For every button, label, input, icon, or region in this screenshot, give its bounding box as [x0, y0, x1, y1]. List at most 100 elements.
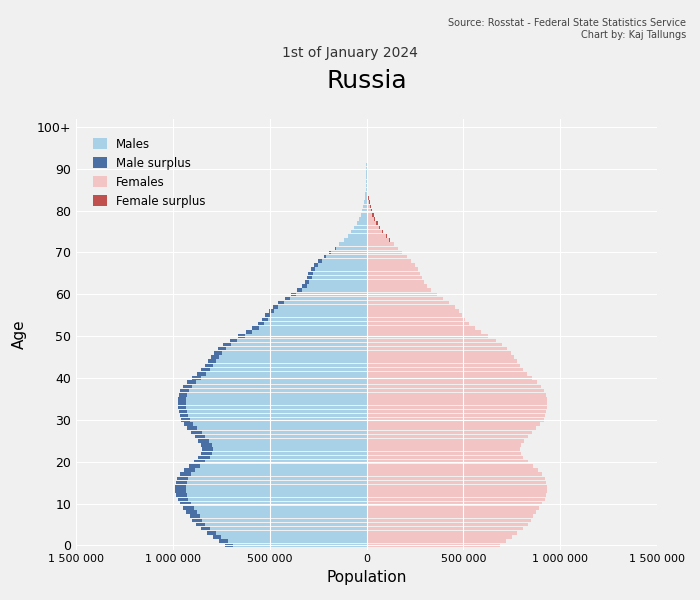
Bar	[212, 452, 367, 455]
Bar	[367, 209, 371, 212]
Bar	[226, 347, 367, 350]
Bar	[367, 317, 466, 321]
Text: Source: Rosstat - Federal State Statistics Service
Chart by: Kaj Tallungs: Source: Rosstat - Federal State Statisti…	[448, 18, 686, 40]
Bar	[367, 330, 481, 334]
Bar	[206, 523, 367, 526]
Bar	[211, 355, 218, 359]
Bar	[367, 247, 398, 250]
Bar	[313, 272, 367, 275]
Bar	[367, 497, 545, 501]
Bar	[367, 313, 462, 317]
Bar	[309, 272, 313, 275]
Bar	[367, 301, 449, 304]
Bar	[329, 251, 331, 254]
Bar	[233, 544, 367, 547]
Bar	[206, 531, 216, 535]
Bar	[344, 238, 367, 242]
Bar	[367, 338, 496, 342]
Bar	[187, 493, 367, 497]
Bar	[201, 527, 211, 530]
Bar	[311, 268, 315, 271]
Bar	[228, 539, 367, 543]
Bar	[197, 372, 206, 376]
Bar	[273, 305, 279, 308]
Bar	[187, 481, 367, 484]
Bar	[230, 338, 237, 342]
Bar	[194, 460, 206, 463]
Bar	[198, 439, 209, 443]
Bar	[186, 397, 367, 401]
Bar	[208, 359, 216, 363]
Bar	[201, 452, 212, 455]
Y-axis label: Age: Age	[12, 319, 27, 349]
Bar	[188, 476, 367, 480]
Text: 1st of January 2024: 1st of January 2024	[282, 46, 418, 60]
Bar	[367, 472, 542, 476]
Bar	[367, 535, 512, 539]
Bar	[367, 293, 437, 296]
Bar	[197, 510, 367, 514]
Bar	[184, 422, 193, 426]
Bar	[367, 188, 368, 191]
Bar	[176, 481, 187, 484]
Bar	[367, 309, 459, 313]
Bar	[367, 230, 382, 233]
Bar	[213, 364, 367, 367]
Bar	[196, 523, 206, 526]
Bar	[298, 289, 302, 292]
Bar	[252, 326, 258, 329]
Bar	[190, 502, 367, 505]
Bar	[367, 385, 541, 388]
Bar	[348, 234, 367, 238]
Bar	[367, 502, 542, 505]
Bar	[367, 514, 533, 518]
Bar	[367, 527, 523, 530]
Bar	[297, 293, 367, 296]
Bar	[246, 330, 252, 334]
Bar	[206, 372, 367, 376]
Bar	[367, 414, 545, 418]
Bar	[290, 297, 367, 300]
Bar	[193, 422, 367, 426]
Bar	[367, 397, 547, 401]
Bar	[367, 506, 539, 509]
Bar	[359, 217, 367, 221]
Bar	[175, 485, 186, 488]
Bar	[367, 485, 547, 488]
Bar	[178, 393, 187, 397]
Bar	[367, 510, 536, 514]
Bar	[367, 422, 540, 426]
Bar	[367, 251, 402, 254]
Bar	[209, 439, 367, 443]
Bar	[367, 355, 514, 359]
Bar	[367, 431, 531, 434]
Bar	[367, 393, 546, 397]
Bar	[187, 393, 367, 397]
Bar	[285, 297, 290, 300]
Bar	[188, 414, 367, 418]
Bar	[268, 317, 367, 321]
Bar	[367, 401, 547, 405]
Bar	[362, 209, 367, 212]
Bar	[204, 364, 213, 367]
Bar	[189, 464, 200, 467]
Bar	[245, 334, 367, 338]
Bar	[193, 376, 202, 380]
X-axis label: Population: Population	[326, 570, 407, 585]
Bar	[365, 196, 367, 200]
Bar	[211, 527, 367, 530]
Bar	[291, 293, 297, 296]
Bar	[367, 217, 374, 221]
Bar	[194, 506, 367, 509]
Bar	[367, 284, 426, 288]
Bar	[335, 247, 367, 250]
Bar	[302, 289, 367, 292]
Bar	[186, 406, 367, 409]
Bar	[178, 410, 187, 413]
Bar	[367, 439, 524, 443]
Bar	[199, 456, 210, 459]
Bar	[367, 289, 430, 292]
Bar	[367, 226, 379, 229]
Bar	[201, 443, 211, 447]
Bar	[340, 242, 367, 246]
